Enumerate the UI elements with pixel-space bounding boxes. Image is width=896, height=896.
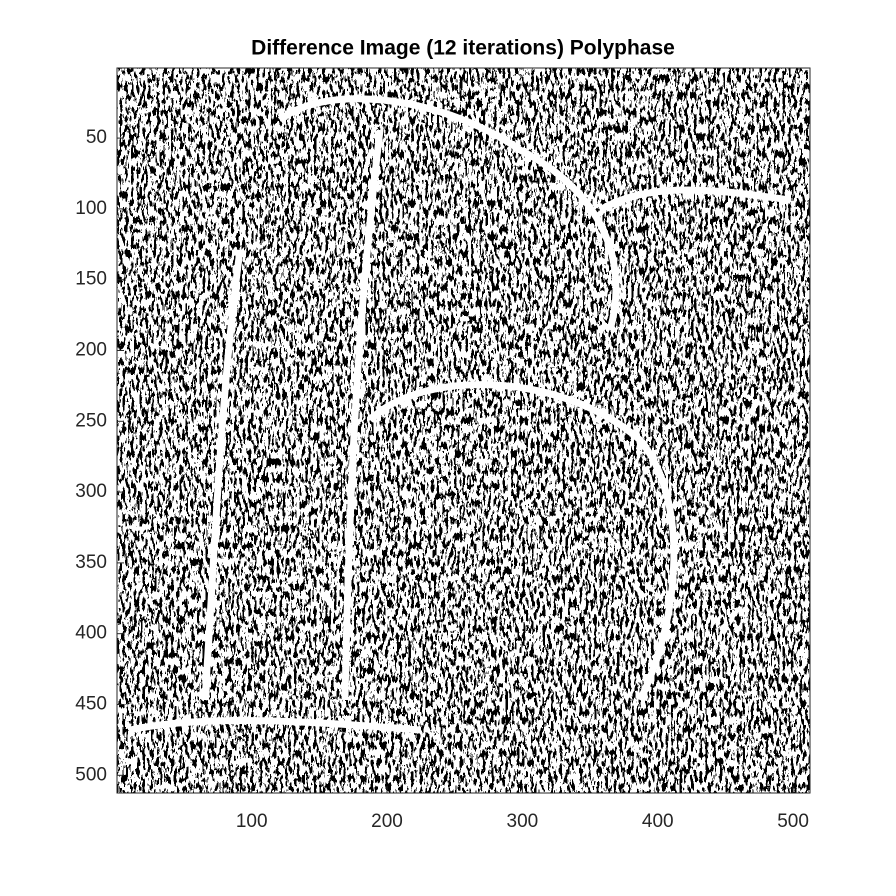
image <box>117 68 810 793</box>
x-tick-label: 300 <box>507 811 539 832</box>
y-tick-label: 200 <box>75 340 107 361</box>
x-tick-label: 100 <box>236 811 268 832</box>
x-tick-label: 400 <box>642 811 674 832</box>
y-tick-label: 450 <box>75 694 107 715</box>
x-tick-label: 200 <box>371 811 403 832</box>
y-tick-label: 250 <box>75 410 107 431</box>
y-tick-label: 150 <box>75 269 107 290</box>
y-tick-label: 100 <box>75 198 107 219</box>
chart-title: Difference Image (12 iterations) Polypha… <box>251 37 675 60</box>
x-tick-label: 500 <box>777 811 809 832</box>
axes-box <box>116 67 811 794</box>
y-tick-label: 300 <box>75 481 107 502</box>
y-tick-label: 500 <box>75 764 107 785</box>
y-tick-label: 400 <box>75 623 107 644</box>
y-tick-label: 50 <box>86 127 107 148</box>
y-tick-label: 350 <box>75 552 107 573</box>
